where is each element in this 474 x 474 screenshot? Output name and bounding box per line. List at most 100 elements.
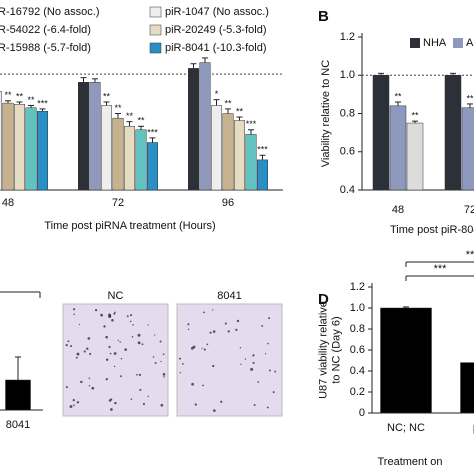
panel-label: D <box>318 291 329 308</box>
bar <box>234 120 245 191</box>
legend-label: R-54022 (-6.4-fold) <box>0 24 91 36</box>
significance: ** <box>4 90 12 100</box>
colony <box>124 348 127 351</box>
colony <box>147 324 149 326</box>
colony <box>109 352 112 355</box>
x-tick-label: 48 <box>392 204 404 216</box>
colony <box>94 308 98 312</box>
colony <box>137 341 141 345</box>
y-tick-label: 1.2 <box>350 281 365 293</box>
colony <box>264 353 267 355</box>
significance: *** <box>246 119 257 129</box>
x-axis-label: Treatment on <box>377 456 442 468</box>
colony <box>179 357 182 360</box>
significance: ** <box>411 111 419 121</box>
bar <box>78 82 89 191</box>
legend-label: piR-1047 (No assoc.) <box>165 6 269 18</box>
colony <box>78 323 81 326</box>
colony <box>88 377 91 379</box>
legend-label: piR-8041 (-10.3-fold) <box>165 42 267 54</box>
colony <box>137 333 141 337</box>
y-axis-label: Viability relative to NC <box>320 60 332 167</box>
colony <box>182 363 184 365</box>
x-tick-label: 8041 <box>6 419 30 431</box>
significance: ** <box>394 91 402 101</box>
y-tick-label: 0.4 <box>340 184 355 196</box>
legend-label: R-16792 (No assoc.) <box>0 6 100 18</box>
y-tick-label: 1.2 <box>340 31 355 43</box>
x-tick-label: 48 <box>2 197 14 209</box>
bar <box>124 126 135 191</box>
colony <box>105 358 109 361</box>
colony <box>105 377 108 381</box>
legend-label: R-15988 (-5.7-fold) <box>0 42 91 54</box>
colony <box>274 370 277 373</box>
bar <box>380 307 432 414</box>
colony <box>73 313 75 316</box>
y-tick-label: 0 <box>359 407 365 419</box>
colony <box>131 336 134 338</box>
colony <box>67 340 70 343</box>
significance: *** <box>147 127 158 137</box>
image-label: 8041 <box>217 290 241 302</box>
x-tick-label: NC; NC <box>387 422 425 434</box>
bar <box>245 134 257 191</box>
bar <box>25 107 37 191</box>
significance: ** <box>103 91 111 101</box>
colony <box>244 358 247 360</box>
bar <box>222 113 234 191</box>
colony <box>163 376 165 378</box>
colony <box>267 342 269 345</box>
y-tick-label: 0.6 <box>350 344 365 356</box>
colony <box>162 372 166 376</box>
legend-label: piR-20249 (-5.3-fold) <box>165 24 267 36</box>
y-tick-label: 0.4 <box>350 365 365 377</box>
colony <box>114 401 117 405</box>
colony <box>117 339 119 341</box>
x-tick-label: 72 <box>112 197 124 209</box>
colony <box>129 320 132 323</box>
colony <box>192 345 196 349</box>
colony <box>272 391 275 394</box>
colony <box>100 313 103 317</box>
significance: ** <box>236 106 244 116</box>
significance: *** <box>257 145 268 155</box>
colony <box>88 385 91 387</box>
colony <box>130 314 133 317</box>
colony <box>159 340 162 343</box>
y-tick-label: 0.8 <box>340 107 355 119</box>
colony <box>86 347 89 350</box>
colony <box>179 371 182 374</box>
bar <box>211 105 222 191</box>
bar <box>0 91 2 191</box>
colony <box>253 403 256 407</box>
bar <box>37 110 48 191</box>
colony <box>119 341 121 343</box>
y-axis-label: U87 viability relative <box>317 301 329 399</box>
bar <box>135 129 147 191</box>
colony <box>130 398 133 400</box>
colony <box>109 408 113 411</box>
significance: ** <box>27 95 35 105</box>
legend-swatch <box>410 38 420 48</box>
well-image <box>176 303 283 417</box>
bar <box>188 68 199 191</box>
significance: ** <box>466 249 474 261</box>
colony <box>266 406 269 409</box>
colony <box>224 322 227 325</box>
colony <box>113 365 116 368</box>
colony <box>160 360 162 363</box>
colony <box>73 404 75 406</box>
colony <box>120 357 123 360</box>
significance: ** <box>126 111 134 121</box>
x-tick-label: 96 <box>222 197 234 209</box>
x-axis-label: Time post piRNA treatment (Hours) <box>44 220 215 232</box>
colony <box>236 319 240 323</box>
y-tick-label: 1.0 <box>340 69 355 81</box>
colony <box>154 362 157 364</box>
colony <box>142 402 146 406</box>
bar <box>147 142 158 191</box>
x-tick-label: piR-8 <box>473 422 474 434</box>
bar <box>112 117 124 191</box>
